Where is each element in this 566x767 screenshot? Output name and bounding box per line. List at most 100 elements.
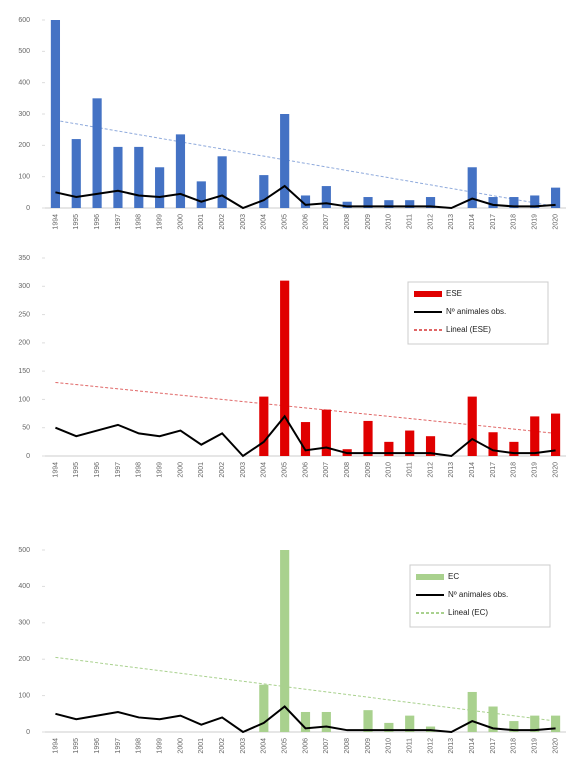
x-tick-label: 2006 <box>302 214 309 230</box>
y-tick-label: 100 <box>18 396 30 403</box>
x-tick-label: 1999 <box>156 214 163 230</box>
x-tick-label: 1996 <box>94 214 101 230</box>
x-tick-label: 1995 <box>73 738 80 754</box>
x-tick-label: 2005 <box>282 738 289 754</box>
bar <box>488 197 498 208</box>
bar <box>217 156 227 208</box>
bar <box>113 146 123 208</box>
x-tick-label: 2007 <box>323 738 330 754</box>
bar <box>92 98 102 208</box>
bar <box>530 715 540 732</box>
bar <box>363 197 373 208</box>
x-tick-label: 2010 <box>386 214 393 230</box>
bar <box>280 280 290 456</box>
x-tick-label: 2011 <box>407 462 414 477</box>
bar <box>405 715 415 732</box>
y-tick-label: 200 <box>18 340 30 347</box>
legend: EC Nº animales obs. Lineal (EC) <box>409 564 551 628</box>
legend-label: Nº animales obs. <box>448 590 508 599</box>
y-tick-label: 500 <box>18 48 30 55</box>
x-tick-label: 2011 <box>407 738 414 753</box>
x-tick-label: 2020 <box>552 462 559 478</box>
y-tick-label: 300 <box>18 620 30 627</box>
bar <box>405 430 415 456</box>
legend-label: Nº animales obs. <box>446 307 506 316</box>
legend: ESE Nº animales obs. Lineal (ESE) <box>407 281 549 345</box>
x-tick-label: 2020 <box>552 214 559 230</box>
x-tick-label: 2000 <box>177 214 184 230</box>
bar <box>425 197 436 208</box>
x-tick-label: 1996 <box>94 462 101 478</box>
x-tick-label: 2010 <box>386 462 393 478</box>
x-tick-label: 2018 <box>511 214 518 230</box>
x-tick-label: 2003 <box>240 462 247 478</box>
x-tick-label: 2012 <box>427 462 434 478</box>
x-tick-label: 2007 <box>323 462 330 478</box>
x-tick-label: 1997 <box>115 738 122 754</box>
x-tick-label: 2006 <box>302 462 309 478</box>
x-tick-label: 2001 <box>198 738 205 754</box>
x-tick-label: 2017 <box>490 738 497 754</box>
x-tick-label: 2014 <box>469 214 476 230</box>
x-tick-label: 2007 <box>323 214 330 230</box>
trend-line <box>55 381 556 434</box>
y-tick-label: 350 <box>18 255 30 262</box>
y-tick-label: 600 <box>18 17 30 24</box>
bar <box>155 167 165 208</box>
bar <box>321 409 331 456</box>
bar <box>259 175 269 208</box>
bar <box>134 146 144 208</box>
y-tick-label: 200 <box>18 142 30 149</box>
x-tick-label: 2002 <box>219 462 226 478</box>
bar <box>280 114 290 208</box>
x-tick-label: 2009 <box>365 462 372 478</box>
x-tick-label: 2009 <box>365 214 372 230</box>
bar <box>175 134 186 208</box>
x-tick-label: 1994 <box>52 462 59 478</box>
bar <box>300 711 311 732</box>
x-tick-label: 2012 <box>427 214 434 230</box>
line <box>55 705 556 734</box>
x-tick-label: 2005 <box>282 462 289 478</box>
x-tick-label: 2017 <box>490 462 497 478</box>
x-tick-label: 2010 <box>386 738 393 754</box>
bar <box>488 706 498 732</box>
bar <box>71 139 81 208</box>
bar <box>488 432 498 456</box>
legend-label: Lineal (EC) <box>448 608 488 617</box>
bar <box>405 200 415 208</box>
bar <box>509 441 519 456</box>
x-tick-label: 2014 <box>469 738 476 754</box>
legend-swatch <box>414 291 442 297</box>
x-tick-label: 2013 <box>448 214 455 230</box>
x-tick-label: 2004 <box>261 214 268 230</box>
y-tick-label: 100 <box>18 692 30 699</box>
x-tick-label: 1999 <box>156 738 163 754</box>
x-tick-label: 2013 <box>448 462 455 478</box>
line <box>55 184 556 210</box>
x-tick-label: 2019 <box>532 462 539 478</box>
bar <box>300 195 311 208</box>
x-tick-label: 1999 <box>156 462 163 478</box>
bar <box>300 422 311 456</box>
x-tick-label: 1996 <box>94 738 101 754</box>
x-tick-label: 2018 <box>511 738 518 754</box>
x-tick-label: 2009 <box>365 738 372 754</box>
x-tick-label: 2000 <box>177 738 184 754</box>
x-tick-label: 1995 <box>73 462 80 478</box>
bar <box>363 420 373 456</box>
y-tick-label: 0 <box>26 453 30 460</box>
y-tick-label: 500 <box>18 547 30 554</box>
x-tick-label: 2019 <box>532 738 539 754</box>
bar <box>384 200 394 208</box>
x-tick-label: 2002 <box>219 214 226 230</box>
bar <box>363 710 373 732</box>
x-tick-label: 2018 <box>511 462 518 478</box>
x-tick-label: 2004 <box>261 738 268 754</box>
x-tick-label: 2002 <box>219 738 226 754</box>
x-tick-label: 1997 <box>115 462 122 478</box>
bar <box>509 197 519 208</box>
x-tick-label: 2004 <box>261 462 268 478</box>
y-tick-label: 50 <box>22 425 30 432</box>
trend-line <box>55 656 556 722</box>
